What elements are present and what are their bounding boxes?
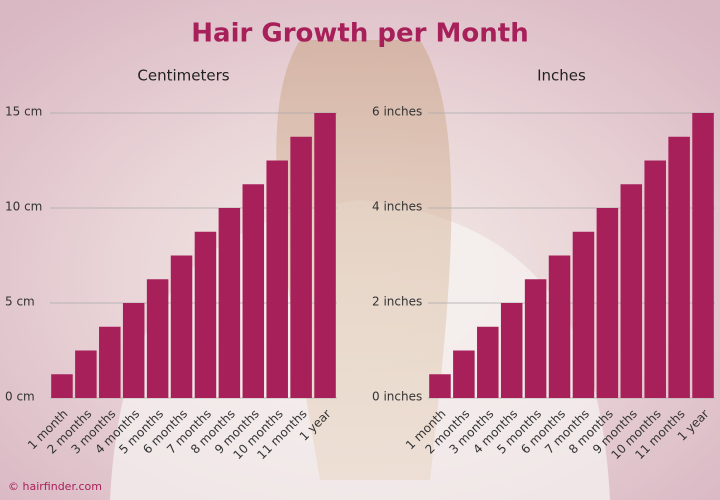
bar <box>644 160 666 398</box>
y-tick-label: 15 cm <box>5 105 42 119</box>
y-tick-label: 5 cm <box>5 295 35 309</box>
footer: © hairfinder.com <box>8 480 102 493</box>
bar <box>218 208 241 398</box>
bar <box>266 160 288 398</box>
y-tick-label: 2 inches <box>372 295 422 309</box>
bar <box>429 374 451 398</box>
bar <box>596 208 619 398</box>
bar <box>548 255 571 398</box>
y-tick-label: 10 cm <box>5 200 42 214</box>
chart-subtitle: Centimeters <box>137 67 229 85</box>
bar <box>99 326 121 398</box>
bar <box>500 303 523 398</box>
y-tick-label: 0 inches <box>372 390 422 404</box>
bar <box>75 350 97 398</box>
bar <box>242 184 265 398</box>
chart-subtitle: Inches <box>537 67 586 85</box>
bar <box>524 279 547 398</box>
bar <box>194 231 217 398</box>
bar <box>668 136 690 398</box>
y-tick-label: 6 inches <box>372 105 422 119</box>
page-title: Hair Growth per Month <box>191 19 528 49</box>
bar <box>146 279 169 398</box>
bar <box>122 303 145 398</box>
y-tick-label: 0 cm <box>5 390 35 404</box>
bar <box>620 184 643 398</box>
bar <box>692 113 714 398</box>
bar <box>572 231 595 398</box>
bar <box>51 374 73 398</box>
bar <box>170 255 193 398</box>
bar <box>453 350 475 398</box>
bar <box>477 326 499 398</box>
bar <box>290 136 312 398</box>
bar <box>314 113 336 398</box>
y-tick-label: 4 inches <box>372 200 422 214</box>
